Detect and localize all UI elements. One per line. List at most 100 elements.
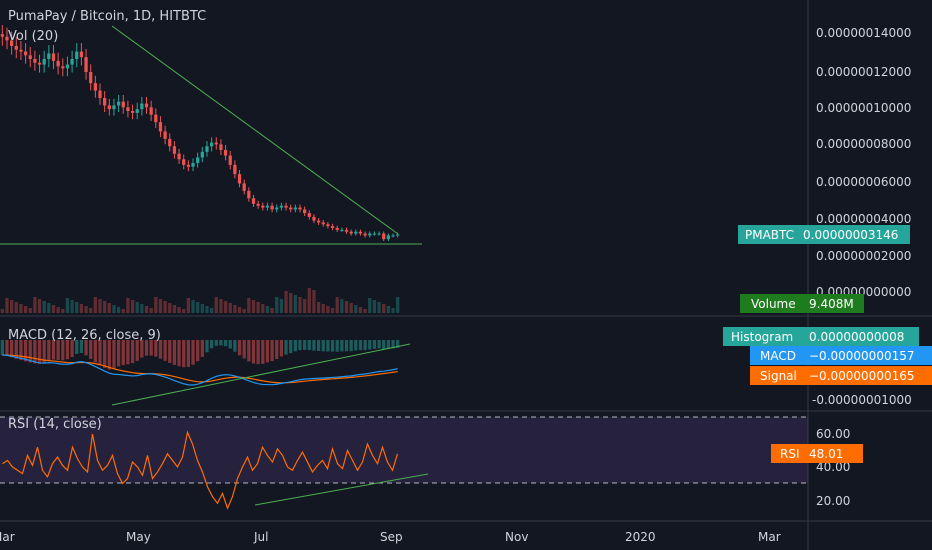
macd-histogram-bar [47, 340, 51, 361]
price-tick-label: 0.00000012000 [816, 65, 911, 79]
macd-histogram-bar [251, 340, 256, 364]
macd-histogram-bar [312, 340, 316, 351]
macd-histogram-bar [28, 340, 32, 363]
candle-body [107, 105, 111, 110]
macd-histogram-bar [196, 340, 200, 362]
volume-bar [112, 305, 116, 313]
macd-histogram-bar [5, 340, 9, 356]
volume-bar [279, 299, 284, 313]
pmabtc-badge-value: 0.00000003146 [803, 228, 898, 242]
candle-body [168, 138, 172, 147]
macd-histogram-bar [126, 340, 130, 365]
candle-body [298, 207, 302, 210]
rsi-band [0, 417, 808, 483]
candle-body [279, 205, 284, 208]
volume-bar [5, 298, 9, 313]
macd-histogram-bar [354, 340, 358, 351]
candle-body [237, 174, 242, 184]
histogram-badge-value: 0.00000000008 [809, 330, 904, 344]
rsi-badge-value: 48.01 [809, 447, 843, 461]
volume-bar [312, 290, 316, 313]
macd-histogram-bar [391, 340, 395, 349]
candle-body [19, 49, 23, 52]
macd-histogram-bar [42, 340, 46, 363]
macd-histogram-bar [237, 340, 242, 356]
rsi-trend-line[interactable] [254, 473, 429, 506]
candle-body [340, 229, 344, 231]
price-candles[interactable] [0, 25, 400, 242]
candle-body [275, 207, 279, 210]
candle-body [363, 233, 367, 236]
volume-bar [307, 288, 311, 313]
candle-body [70, 59, 74, 65]
volume-bar [37, 299, 42, 313]
candle-body [358, 231, 363, 234]
macd-histogram-bar [368, 340, 372, 350]
candle-body [14, 46, 18, 50]
chart-title: PumaPay / Bitcoin, 1D, HITBTC [8, 9, 206, 24]
macd-histogram-bar [135, 340, 139, 361]
candle-body [210, 142, 214, 147]
volume-bar [172, 305, 177, 313]
macd-histogram-bar [349, 340, 353, 352]
macd-histogram-bar [75, 340, 79, 354]
volume-bar [344, 301, 349, 313]
volume-bar [65, 298, 70, 313]
volume-bar [191, 300, 195, 313]
volume-bar [79, 304, 84, 313]
candle-body [51, 53, 56, 61]
macd-tick-label: -0.00000001000 [812, 393, 912, 407]
volume-bar [47, 303, 51, 313]
candle-body [316, 220, 321, 223]
volume-bar [247, 298, 251, 313]
macd-badge-value: −0.00000000157 [809, 349, 915, 363]
macd-histogram-bar [275, 340, 279, 360]
macd-histogram-bar [140, 340, 144, 358]
macd-histogram-bar [103, 340, 107, 369]
volume-bar [42, 301, 46, 313]
volume-bar [140, 304, 144, 313]
volume-bar [303, 299, 307, 313]
macd-histogram-bar [51, 340, 56, 360]
candle-body [256, 203, 260, 206]
volume-bar [358, 307, 363, 313]
volume-bar [121, 309, 125, 313]
candle-body [47, 53, 51, 59]
candle-body [130, 111, 135, 113]
macd-histogram-bar [261, 340, 265, 364]
macd-histogram-bar [210, 340, 214, 349]
volume-bar [237, 307, 242, 313]
candle-body [103, 98, 107, 106]
volume-bar [326, 306, 330, 313]
candle-body [349, 231, 353, 234]
candle-body [335, 228, 339, 230]
macd-histogram-bar [158, 340, 163, 359]
volume-bar [219, 299, 223, 313]
candle-body [112, 105, 116, 110]
volume-bar [372, 300, 377, 313]
volume-bar [321, 304, 325, 313]
macd-trend-line[interactable] [111, 343, 411, 406]
macd-histogram-bar [65, 340, 70, 360]
time-tick-label: 2020 [625, 530, 656, 544]
signal-series-line [2, 354, 398, 384]
time-tick-label: Mar [758, 530, 781, 544]
candle-body [307, 213, 311, 217]
macd-histogram-bar [219, 340, 223, 346]
price-downtrend-line[interactable] [111, 25, 399, 235]
volume-bar [126, 298, 130, 313]
candle-body [382, 233, 386, 240]
candle-body [135, 109, 139, 113]
macd-histogram-bar [0, 340, 4, 355]
macd-badge-name: MACD [760, 349, 796, 363]
candle-body [191, 163, 195, 167]
candle-body [270, 205, 274, 210]
macd-histogram-bar [335, 340, 339, 352]
candle-body [233, 164, 237, 175]
macd-histogram-bar [149, 340, 153, 356]
macd-histogram-bar [130, 340, 135, 364]
histogram-badge: Histogram 0.00000000008 [723, 327, 919, 346]
rsi-badge: RSI 48.01 [771, 444, 863, 463]
volume-bar [51, 305, 56, 313]
